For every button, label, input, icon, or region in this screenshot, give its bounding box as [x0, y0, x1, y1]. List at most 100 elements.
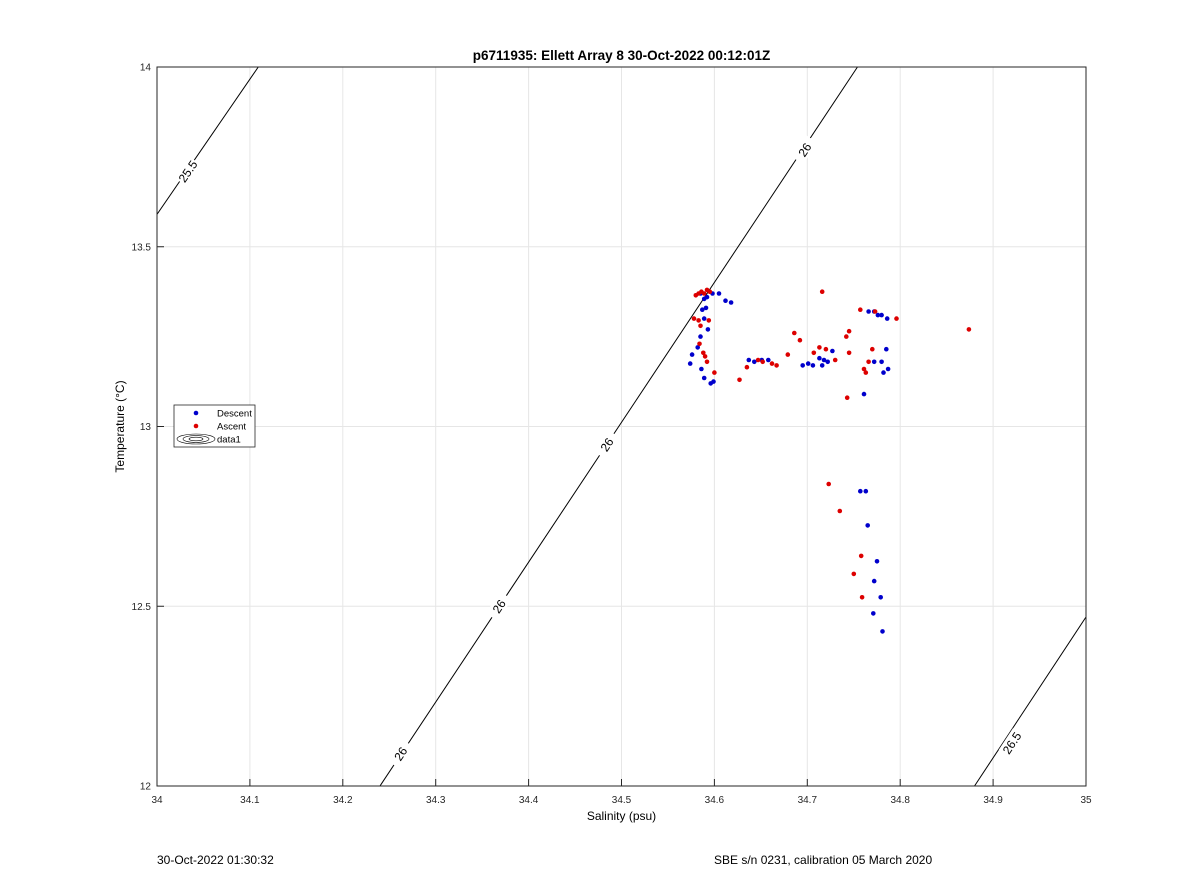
ascent-point	[755, 357, 761, 363]
chart-title: p6711935: Ellett Array 8 30-Oct-2022 00:…	[473, 48, 770, 63]
legend: Descent Ascent data1	[173, 404, 256, 448]
ascent-point	[861, 366, 867, 372]
ascent-point	[870, 346, 875, 352]
y-tick-label: 14	[140, 63, 152, 74]
descent-point	[800, 363, 805, 368]
descent-point	[817, 355, 822, 361]
y-tick-label: 13	[140, 422, 152, 433]
legend-ascent-label: Ascent	[217, 422, 246, 433]
x-tick-label: 34.6	[705, 795, 725, 806]
legend-descent-marker	[193, 410, 199, 416]
x-tick-label: 34	[151, 795, 163, 806]
contour-label-group: 26	[387, 738, 414, 769]
contour-label-bg	[593, 429, 620, 460]
descent-point	[752, 359, 757, 365]
ascent-point	[844, 395, 850, 401]
x-tick-label: 34.7	[798, 795, 818, 806]
contour-label-group: 25.5	[174, 156, 201, 186]
descent-point	[810, 363, 816, 368]
x-tick-label: 34.5	[612, 795, 632, 806]
descent-point	[875, 312, 881, 318]
ascent-point	[859, 595, 865, 600]
ascent-point	[846, 328, 852, 334]
ascent-point	[858, 553, 864, 559]
ascent-point	[846, 350, 852, 356]
ascent-point	[704, 359, 710, 365]
ascent-point	[872, 309, 878, 314]
density-contours: 25.5 26 26 26 26 26.5	[156, 66, 1087, 787]
ascent-point	[774, 363, 779, 368]
footer-timestamp: 30-Oct-2022 01:30:32	[157, 853, 274, 867]
descent-point	[879, 312, 884, 318]
ascent-point	[966, 327, 972, 332]
legend-contour-icon	[176, 433, 216, 445]
contour-label-bg	[485, 591, 512, 621]
ascent-point	[823, 346, 829, 352]
descent-point	[866, 309, 871, 314]
descent-point	[698, 334, 703, 339]
contour-label-bg	[791, 134, 818, 165]
footer-calibration: SBE s/n 0231, calibration 05 March 2020	[714, 853, 933, 867]
descent-point	[871, 611, 876, 616]
ascent-point	[697, 341, 702, 347]
descent-point	[861, 391, 867, 397]
descent-point	[884, 316, 890, 321]
descent-point	[766, 357, 771, 363]
ascent-point	[760, 359, 765, 365]
descent-point	[701, 316, 707, 321]
ascent-point	[769, 361, 775, 366]
isopycnal-line	[156, 66, 259, 215]
ascent-point	[811, 350, 817, 356]
x-tick-label: 34.2	[333, 795, 353, 806]
descent-point	[880, 629, 885, 634]
descent-point	[711, 379, 716, 384]
ascent-point	[702, 354, 708, 359]
isopycnal-line	[379, 66, 858, 787]
y-tick-label: 13.5	[132, 242, 152, 253]
descent-point	[879, 359, 884, 365]
axis-ticks: 34 34.1 34.2 34.3 34.4 34.5 34.6 34.7 34.8 34.9 35…	[132, 63, 1092, 807]
descent-point	[705, 327, 711, 332]
descent-point	[881, 370, 886, 375]
ascent-point	[894, 316, 899, 321]
contour-label-group: 26.5	[998, 728, 1025, 758]
ascent-point	[707, 289, 713, 295]
descent-point	[687, 361, 693, 366]
ascent-point	[832, 357, 838, 363]
descent-point	[885, 366, 891, 372]
descent-point	[695, 345, 700, 350]
x-axis-label: Salinity (psu)	[587, 809, 656, 823]
descent-point	[703, 305, 709, 311]
ascent-point	[826, 481, 831, 487]
descent-point	[723, 298, 728, 304]
y-axis-label: Temperature (°C)	[113, 380, 127, 472]
ascent-point	[785, 352, 791, 357]
descent-point	[819, 363, 825, 368]
descent-point	[728, 300, 734, 305]
y-tick-label: 12.5	[132, 602, 152, 613]
legend-contour-label: data1	[217, 435, 241, 446]
descent-point	[858, 488, 863, 494]
ascent-point	[696, 318, 701, 323]
y-tick-label: 12	[140, 782, 152, 793]
ascent-point	[863, 370, 869, 375]
descent-point	[830, 348, 835, 354]
contour-label-group: 26	[593, 429, 620, 460]
descent-point	[825, 359, 830, 365]
ascent-point	[706, 318, 712, 323]
x-tick-label: 35	[1080, 795, 1092, 806]
grid-layer	[156, 66, 1087, 787]
ascent-point	[817, 345, 822, 350]
descent-point	[689, 352, 695, 357]
descent-point	[884, 346, 889, 352]
descent-point	[716, 291, 722, 296]
x-tick-label: 34.9	[983, 795, 1003, 806]
descent-point	[700, 307, 705, 313]
descent-point	[701, 375, 707, 381]
contour-label-group: 26	[791, 134, 818, 165]
legend-ascent-marker	[193, 423, 199, 429]
ascent-point	[866, 359, 871, 365]
contour-label-group: 26	[485, 591, 512, 621]
data-points	[687, 287, 972, 634]
